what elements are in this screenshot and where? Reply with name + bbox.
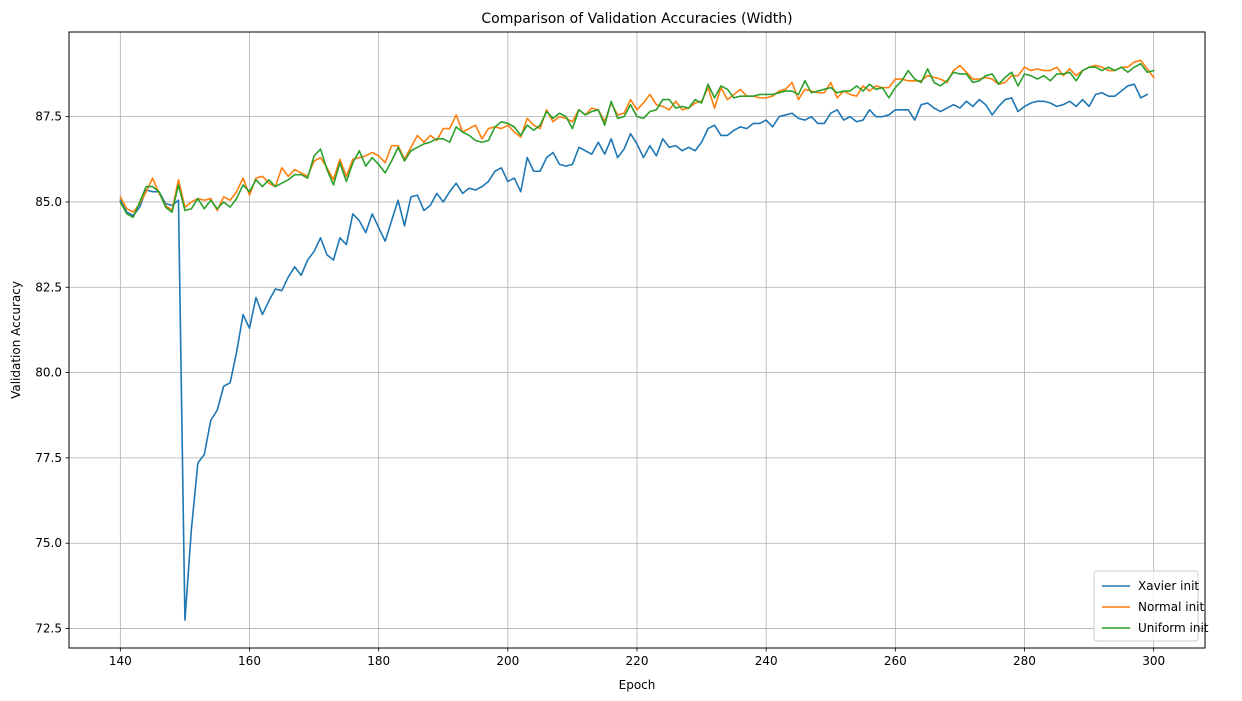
x-tick-label: 300 xyxy=(1142,654,1165,668)
y-tick-label: 72.5 xyxy=(35,622,62,636)
x-tick-label: 200 xyxy=(496,654,519,668)
x-axis-label: Epoch xyxy=(619,678,656,692)
legend-label-xavier-init: Xavier init xyxy=(1138,579,1199,593)
y-tick-label: 82.5 xyxy=(35,280,62,294)
series-line-uniform-init xyxy=(119,62,1155,219)
grid-lines xyxy=(69,32,1205,648)
y-tick-label: 80.0 xyxy=(35,366,62,380)
x-tick-label: 220 xyxy=(626,654,649,668)
x-tick-label: 140 xyxy=(109,654,132,668)
legend-label-normal-init: Normal init xyxy=(1138,600,1205,614)
x-tick-label: 160 xyxy=(238,654,261,668)
x-tick-label: 260 xyxy=(884,654,907,668)
x-tick-label: 180 xyxy=(367,654,390,668)
chart-title: Comparison of Validation Accuracies (Wid… xyxy=(481,11,792,27)
legend-box xyxy=(1093,570,1199,642)
axis-ticks: 140 160 180 200 220 240 260 280 300 72.5 75.0 77.5 8… xyxy=(35,110,1165,668)
x-tick-label: 280 xyxy=(1013,654,1036,668)
y-tick-label: 85.0 xyxy=(35,195,62,209)
series-lines xyxy=(119,59,1155,621)
y-tick-label: 87.5 xyxy=(35,110,62,124)
y-tick-label: 75.0 xyxy=(35,536,62,550)
series-line-xavier-init xyxy=(119,83,1149,621)
y-tick-label: 77.5 xyxy=(35,451,62,465)
x-tick-label: 240 xyxy=(755,654,778,668)
y-axis-label: Validation Accuracy xyxy=(9,281,23,399)
legend-label-uniform-init: Uniform init xyxy=(1138,621,1209,635)
legend: Xavier init Normal init Uniform init xyxy=(1093,570,1209,642)
